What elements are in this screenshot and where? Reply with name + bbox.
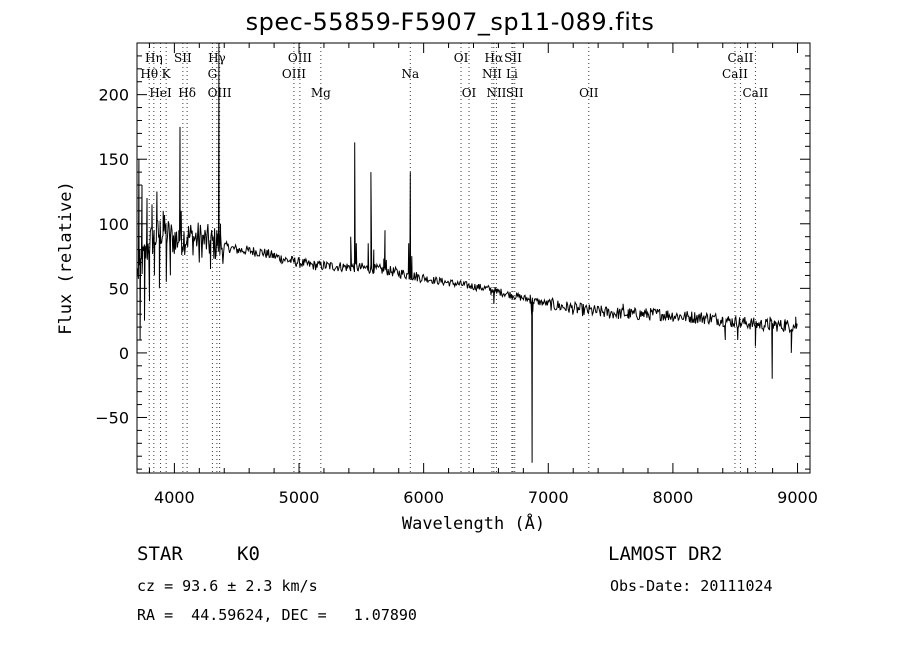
spectral-line-label: Mg xyxy=(311,86,331,100)
y-tick-label: 150 xyxy=(98,150,129,169)
x-tick-label: 5000 xyxy=(279,488,320,507)
spectral-line-label: Na xyxy=(401,67,419,81)
object-class: STAR xyxy=(137,543,183,565)
survey-name: LAMOST DR2 xyxy=(608,543,723,565)
spectral-line-label: Hγ xyxy=(208,51,226,65)
redshift-cz: cz = 93.6 ± 2.3 km/s xyxy=(137,577,318,595)
spectral-line-label: OI xyxy=(454,51,469,65)
spectral-line-label: Hα xyxy=(485,51,504,65)
spectral-line-label: SII xyxy=(506,86,524,100)
x-tick-label: 9000 xyxy=(777,488,818,507)
object-subclass: K0 xyxy=(237,543,260,565)
x-axis-label: Wavelength (Å) xyxy=(402,512,545,534)
spectral-line-label: SII xyxy=(504,51,522,65)
spectral-line-label: Hη xyxy=(145,51,163,65)
spectral-line-label: HeI xyxy=(149,86,172,100)
spectral-line-label: G xyxy=(208,67,218,81)
y-tick-label: 0 xyxy=(119,344,129,363)
spectrum-line xyxy=(137,42,798,463)
spectral-line-label: OII xyxy=(579,86,599,100)
y-tick-label: 100 xyxy=(98,215,129,234)
coordinates: RA = 44.59624, DEC = 1.07890 xyxy=(137,606,417,624)
y-tick-label: 200 xyxy=(98,86,129,105)
x-tick-label: 8000 xyxy=(653,488,694,507)
y-tick-label: 50 xyxy=(109,279,129,298)
x-tick-label: 6000 xyxy=(403,488,444,507)
spectral-line-label: NII xyxy=(482,67,502,81)
spectral-line-label: CaII xyxy=(722,67,748,81)
spectral-line-label: K xyxy=(162,67,172,81)
y-axis-label: Flux (relative) xyxy=(56,181,76,335)
spectral-line-label: SII xyxy=(174,51,192,65)
spectral-line-label: CaII xyxy=(742,86,768,100)
y-tick-label: −50 xyxy=(95,408,129,427)
spectral-line-label: OIII xyxy=(288,51,312,65)
spectral-line-label: OI xyxy=(462,86,477,100)
x-tick-label: 4000 xyxy=(154,488,195,507)
obs-date: Obs-Date: 20111024 xyxy=(610,577,773,595)
spectral-line-label: OIII xyxy=(282,67,306,81)
chart-title: spec-55859-F5907_sp11-089.fits xyxy=(245,8,655,36)
spectral-line-label: NII xyxy=(486,86,506,100)
spectral-line-label: CaII xyxy=(728,51,754,65)
x-tick-label: 7000 xyxy=(528,488,569,507)
spectral-line-label: Li xyxy=(506,67,518,81)
spectral-line-label: Hθ xyxy=(140,67,158,81)
spectral-line-label: Hδ xyxy=(178,86,196,100)
spectral-line-label: OIII xyxy=(208,86,232,100)
plot-frame xyxy=(136,42,811,474)
